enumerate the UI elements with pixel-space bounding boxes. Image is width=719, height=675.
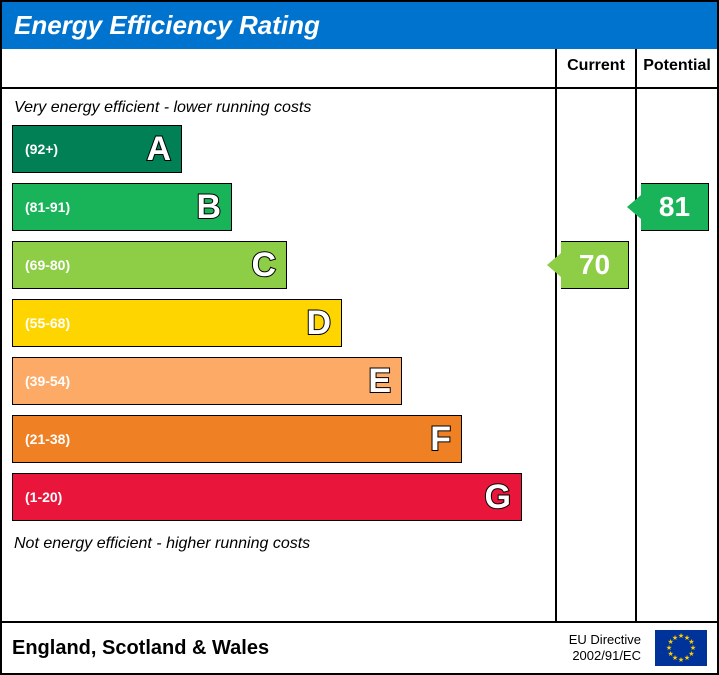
current-pointer-arrow-icon [547, 253, 561, 277]
bands-container: (92+) A (81-91) B (69-80) C (55-68) D (39-54) E (2… [2, 125, 555, 527]
band-range: (21-38) [25, 431, 70, 447]
directive-line2: 2002/91/EC [572, 648, 641, 663]
band-range: (92+) [25, 141, 58, 157]
current-pointer-value: 70 [561, 241, 629, 289]
header-current: Current [557, 49, 637, 87]
band-range: (1-20) [25, 489, 62, 505]
epc-chart: Energy Efficiency Rating Current Potenti… [0, 0, 719, 675]
band-bar-b: (81-91) B [12, 183, 232, 231]
chart-body: Current Potential Very energy efficient … [2, 49, 717, 673]
band-row-g: (1-20) G [12, 473, 555, 527]
header-potential: Potential [637, 49, 717, 87]
band-letter: A [146, 132, 181, 166]
band-bar-d: (55-68) D [12, 299, 342, 347]
band-range: (55-68) [25, 315, 70, 331]
chart-title: Energy Efficiency Rating [2, 2, 717, 49]
chart-footer: England, Scotland & Wales EU Directive 2… [2, 623, 717, 673]
caption-bottom: Not energy efficient - higher running co… [2, 531, 555, 557]
band-bar-f: (21-38) F [12, 415, 462, 463]
band-letter: D [306, 306, 341, 340]
caption-top: Very energy efficient - lower running co… [2, 95, 555, 121]
band-range: (81-91) [25, 199, 70, 215]
potential-pointer-arrow-icon [627, 195, 641, 219]
band-letter: G [485, 480, 521, 514]
band-row-d: (55-68) D [12, 299, 555, 353]
eu-flag-icon: ★★★★★★★★★★★★ [655, 630, 707, 666]
band-row-c: (69-80) C [12, 241, 555, 295]
directive-line1: EU Directive [569, 632, 641, 647]
current-pointer: 70 [547, 241, 629, 289]
potential-pointer: 81 [627, 183, 709, 231]
header-spacer [2, 49, 557, 87]
column-headers: Current Potential [2, 49, 717, 89]
current-column: 70 [557, 89, 637, 621]
chart-grid: Very energy efficient - lower running co… [2, 89, 717, 623]
footer-directive: EU Directive 2002/91/EC [569, 632, 649, 663]
potential-column: 81 [637, 89, 717, 621]
potential-pointer-value: 81 [641, 183, 709, 231]
band-row-f: (21-38) F [12, 415, 555, 469]
footer-region: England, Scotland & Wales [12, 637, 269, 660]
band-bar-a: (92+) A [12, 125, 182, 173]
band-range: (69-80) [25, 257, 70, 273]
bands-area: Very energy efficient - lower running co… [2, 89, 557, 621]
band-range: (39-54) [25, 373, 70, 389]
band-letter: E [368, 364, 401, 398]
band-bar-e: (39-54) E [12, 357, 402, 405]
band-letter: F [430, 422, 461, 456]
band-letter: C [251, 248, 286, 282]
footer-right: EU Directive 2002/91/EC ★★★★★★★★★★★★ [569, 630, 707, 666]
band-letter: B [196, 190, 231, 224]
band-row-b: (81-91) B [12, 183, 555, 237]
band-bar-c: (69-80) C [12, 241, 287, 289]
band-row-a: (92+) A [12, 125, 555, 179]
band-row-e: (39-54) E [12, 357, 555, 411]
band-bar-g: (1-20) G [12, 473, 522, 521]
